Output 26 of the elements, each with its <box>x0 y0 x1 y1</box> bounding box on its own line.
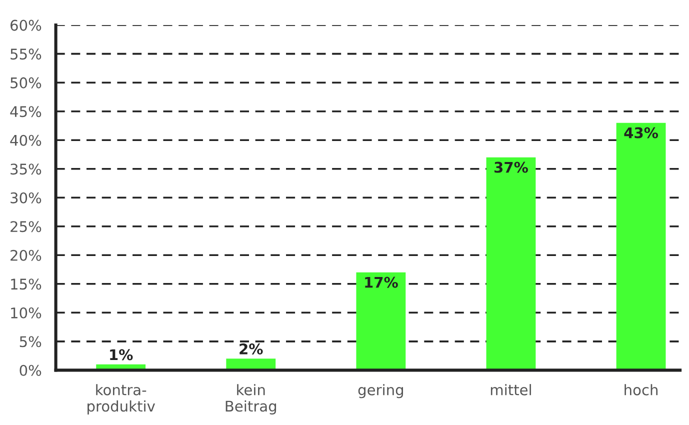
y-tick-label: 30% <box>10 192 42 204</box>
x-tick-label: kontra- produktiv <box>88 384 155 415</box>
bar <box>616 122 666 370</box>
y-tick-label: 15% <box>11 278 42 290</box>
y-tick-label: 50% <box>10 77 42 88</box>
data-label: 17% <box>365 276 398 288</box>
data-label: 2% <box>240 343 263 354</box>
y-tick-label: 25% <box>10 221 42 232</box>
y-tick-label: 60% <box>10 20 42 31</box>
y-tick-label: 0% <box>20 364 42 376</box>
bar <box>486 157 536 370</box>
y-tick-label: 5% <box>20 336 42 348</box>
y-tick-label: 55% <box>10 48 42 60</box>
y-tick-label: 20% <box>10 250 42 261</box>
bar <box>356 272 406 370</box>
y-tick-label: 40% <box>10 134 42 146</box>
y-tick-label: 10% <box>11 307 42 318</box>
data-label: 1% <box>110 349 133 360</box>
x-tick-label: hoch <box>624 384 658 396</box>
x-tick-label: kein Beitrag <box>226 384 276 415</box>
data-label: 43% <box>624 127 658 138</box>
x-tick-label: gering <box>358 384 403 398</box>
y-tick-label: 35% <box>10 164 42 175</box>
data-label: 37% <box>494 162 528 173</box>
x-tick-label: mittel <box>490 384 531 396</box>
y-tick-label: 45% <box>10 106 42 118</box>
